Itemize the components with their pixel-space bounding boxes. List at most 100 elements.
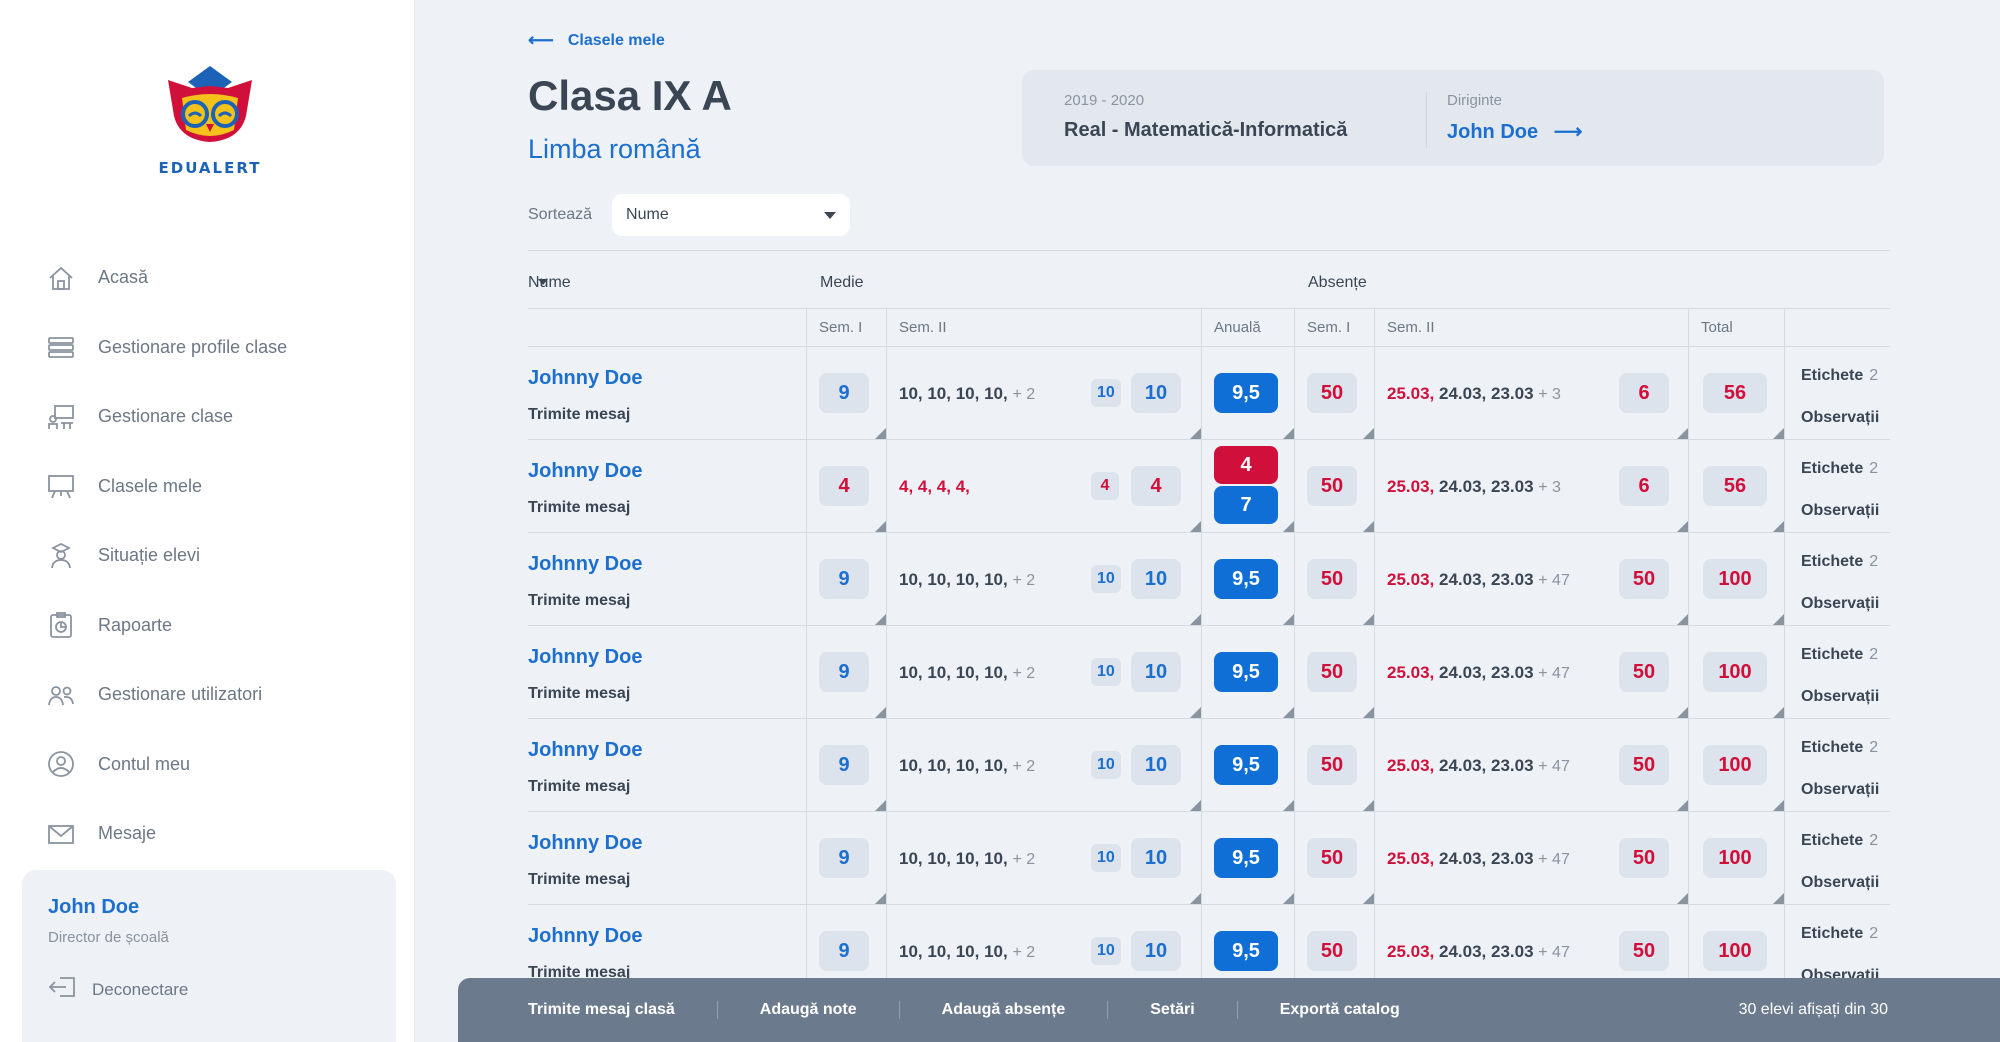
sem2-average[interactable]: 4: [1131, 466, 1181, 506]
annual-grade[interactable]: 9,5: [1214, 559, 1278, 599]
annual-grade[interactable]: 9,5: [1214, 373, 1278, 413]
observations-link[interactable]: Observații: [1801, 595, 1880, 612]
diriginte-link[interactable]: John Doe ⟶: [1447, 119, 1582, 144]
abs-total[interactable]: 100: [1703, 559, 1767, 599]
observations-link[interactable]: Observații: [1801, 874, 1880, 891]
more-grades[interactable]: + 2: [1012, 386, 1036, 403]
sem2-average[interactable]: 10: [1131, 838, 1181, 878]
student-name[interactable]: Johnny Doe: [528, 460, 643, 482]
annual-grade[interactable]: 4: [1214, 446, 1278, 484]
tags-link[interactable]: Etichete 2: [1801, 832, 1878, 850]
more-grades[interactable]: + 2: [1012, 944, 1036, 961]
name-sort-header[interactable]: Nume: [528, 274, 571, 292]
student-name[interactable]: Johnny Doe: [528, 832, 643, 854]
abs-sem2[interactable]: 50: [1619, 559, 1669, 599]
abs-total[interactable]: 100: [1703, 838, 1767, 878]
sort-select[interactable]: Nume: [612, 194, 851, 236]
tags-link[interactable]: Etichete 2: [1801, 553, 1878, 571]
tags-link[interactable]: Etichete 2: [1801, 367, 1878, 385]
sidebar-item-situatie-elevi[interactable]: Situație elevi: [46, 521, 287, 591]
sem1-average[interactable]: 9: [819, 652, 869, 692]
sem2-average[interactable]: 10: [1131, 931, 1181, 971]
sidebar-item-gestionare-utilizatori[interactable]: Gestionare utilizatori: [46, 660, 287, 730]
sidebar-item-mesaje[interactable]: Mesaje: [46, 799, 287, 869]
student-name[interactable]: Johnny Doe: [528, 646, 643, 668]
export-catalog-button[interactable]: Exportă catalog: [1236, 1001, 1442, 1019]
student-name[interactable]: Johnny Doe: [528, 553, 643, 575]
student-name[interactable]: Johnny Doe: [528, 367, 643, 389]
observations-link[interactable]: Observații: [1801, 688, 1880, 705]
abs-sem2[interactable]: 6: [1619, 373, 1669, 413]
add-absences-button[interactable]: Adaugă absențe: [898, 1001, 1108, 1019]
sem1-average[interactable]: 9: [819, 373, 869, 413]
more-dates[interactable]: + 47: [1538, 851, 1570, 868]
tags-link[interactable]: Etichete 2: [1801, 460, 1878, 478]
abs-sem2[interactable]: 50: [1619, 931, 1669, 971]
send-message-link[interactable]: Trimite mesaj: [528, 685, 631, 702]
abs-sem1[interactable]: 50: [1307, 745, 1357, 785]
sidebar-item-clasele-mele[interactable]: Clasele mele: [46, 452, 287, 522]
abs-sem2[interactable]: 6: [1619, 466, 1669, 506]
send-message-link[interactable]: Trimite mesaj: [528, 964, 631, 981]
annual-grade[interactable]: 9,5: [1214, 745, 1278, 785]
sem1-average[interactable]: 4: [819, 466, 869, 506]
observations-link[interactable]: Observații: [1801, 781, 1880, 798]
sidebar-item-rapoarte[interactable]: Rapoarte: [46, 591, 287, 661]
more-dates[interactable]: + 47: [1538, 944, 1570, 961]
settings-button[interactable]: Setări: [1107, 1001, 1236, 1019]
abs-sem2[interactable]: 50: [1619, 745, 1669, 785]
sidebar-item-gestionare-clase[interactable]: Gestionare clase: [46, 382, 287, 452]
tags-link[interactable]: Etichete 2: [1801, 646, 1878, 664]
sem1-average[interactable]: 9: [819, 838, 869, 878]
abs-sem1[interactable]: 50: [1307, 931, 1357, 971]
annual-grade-corrected[interactable]: 7: [1214, 486, 1278, 524]
abs-total[interactable]: 56: [1703, 466, 1767, 506]
abs-sem1[interactable]: 50: [1307, 838, 1357, 878]
add-grades-button[interactable]: Adaugă note: [716, 1001, 899, 1019]
send-class-message-button[interactable]: Trimite mesaj clasă: [528, 1001, 675, 1018]
observations-link[interactable]: Observații: [1801, 502, 1880, 519]
abs-sem2[interactable]: 50: [1619, 652, 1669, 692]
abs-total[interactable]: 100: [1703, 931, 1767, 971]
more-grades[interactable]: + 2: [1012, 851, 1036, 868]
abs-sem1[interactable]: 50: [1307, 652, 1357, 692]
observations-link[interactable]: Observații: [1801, 409, 1880, 426]
more-dates[interactable]: + 47: [1538, 665, 1570, 682]
tags-link[interactable]: Etichete 2: [1801, 925, 1878, 943]
abs-total[interactable]: 100: [1703, 745, 1767, 785]
annual-grade[interactable]: 9,5: [1214, 838, 1278, 878]
send-message-link[interactable]: Trimite mesaj: [528, 592, 631, 609]
send-message-link[interactable]: Trimite mesaj: [528, 406, 631, 423]
annual-grade[interactable]: 9,5: [1214, 652, 1278, 692]
more-grades[interactable]: + 2: [1012, 758, 1036, 775]
back-link[interactable]: ⟵ Clasele mele: [528, 30, 665, 51]
sem2-average[interactable]: 10: [1131, 373, 1181, 413]
sidebar-item-acasa[interactable]: Acasă: [46, 243, 287, 313]
sem1-average[interactable]: 9: [819, 931, 869, 971]
abs-total[interactable]: 100: [1703, 652, 1767, 692]
sem2-average[interactable]: 10: [1131, 559, 1181, 599]
send-message-link[interactable]: Trimite mesaj: [528, 499, 631, 516]
sem1-average[interactable]: 9: [819, 745, 869, 785]
abs-sem2[interactable]: 50: [1619, 838, 1669, 878]
abs-sem1[interactable]: 50: [1307, 373, 1357, 413]
more-grades[interactable]: + 2: [1012, 572, 1036, 589]
sem2-average[interactable]: 10: [1131, 652, 1181, 692]
edualert-logo[interactable]: EDUALERT: [150, 64, 270, 177]
abs-sem1[interactable]: 50: [1307, 559, 1357, 599]
send-message-link[interactable]: Trimite mesaj: [528, 778, 631, 795]
abs-sem1[interactable]: 50: [1307, 466, 1357, 506]
sem1-average[interactable]: 9: [819, 559, 869, 599]
tags-link[interactable]: Etichete 2: [1801, 739, 1878, 757]
more-dates[interactable]: + 3: [1538, 479, 1561, 496]
sem2-average[interactable]: 10: [1131, 745, 1181, 785]
annual-grade[interactable]: 9,5: [1214, 931, 1278, 971]
send-message-link[interactable]: Trimite mesaj: [528, 871, 631, 888]
abs-total[interactable]: 56: [1703, 373, 1767, 413]
more-dates[interactable]: + 47: [1538, 572, 1570, 589]
more-dates[interactable]: + 47: [1538, 758, 1570, 775]
sidebar-item-gestionare-profile[interactable]: Gestionare profile clase: [46, 313, 287, 383]
sidebar-item-contul-meu[interactable]: Contul meu: [46, 730, 287, 800]
user-name[interactable]: John Doe: [48, 896, 140, 918]
more-grades[interactable]: + 2: [1012, 665, 1036, 682]
